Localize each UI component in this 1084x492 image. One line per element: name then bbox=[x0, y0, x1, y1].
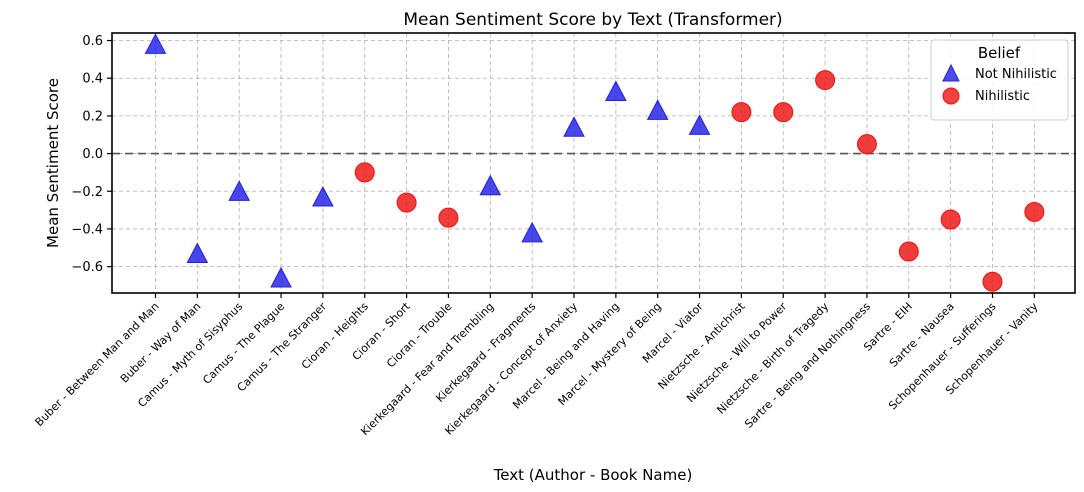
nihilistic-point bbox=[898, 241, 919, 262]
chart-title: Mean Sentiment Score by Text (Transforme… bbox=[403, 10, 782, 30]
not-nihilistic-point bbox=[563, 116, 585, 137]
y-tick-label: 0.2 bbox=[82, 109, 103, 124]
not-nihilistic-point bbox=[144, 33, 167, 54]
legend-label-not-nihilistic: Not Nihilistic bbox=[975, 67, 1057, 82]
not-nihilistic-point bbox=[270, 266, 292, 288]
nihilistic-point bbox=[773, 102, 794, 123]
y-tick-label: −0.4 bbox=[71, 222, 103, 237]
y-tick-label: −0.6 bbox=[71, 260, 103, 275]
y-axis: 0.6 0.4 0.2 0.0 −0.2 −0.4 −0.6 bbox=[71, 34, 112, 275]
nihilistic-point bbox=[856, 134, 877, 155]
y-tick-label: 0.0 bbox=[82, 147, 103, 162]
legend-title: Belief bbox=[978, 44, 1021, 62]
y-tick-label: −0.2 bbox=[71, 185, 103, 200]
not-nihilistic-point bbox=[479, 174, 502, 196]
data-points bbox=[144, 33, 1045, 292]
nihilistic-point bbox=[396, 192, 417, 213]
not-nihilistic-point bbox=[186, 242, 209, 264]
nihilistic-point bbox=[438, 207, 459, 228]
not-nihilistic-point bbox=[646, 99, 669, 120]
nihilistic-point bbox=[354, 162, 375, 183]
nihilistic-point bbox=[1024, 201, 1045, 222]
y-axis-label: Mean Sentiment Score bbox=[44, 78, 62, 248]
nihilistic-point bbox=[982, 271, 1003, 292]
y-tick-label: 0.6 bbox=[82, 34, 103, 49]
not-nihilistic-point bbox=[228, 180, 251, 201]
not-nihilistic-point bbox=[605, 80, 627, 102]
x-axis-label: Text (Author - Book Name) bbox=[493, 466, 693, 484]
nihilistic-point bbox=[940, 209, 961, 230]
x-tick-label: Camus - The Plague bbox=[200, 300, 287, 387]
legend-triangle-marker bbox=[942, 63, 960, 82]
not-nihilistic-point bbox=[312, 185, 334, 207]
y-tick-label: 0.4 bbox=[82, 72, 103, 87]
legend-circle-marker bbox=[942, 87, 960, 105]
x-tick-label: Buber - Way of Man bbox=[118, 300, 204, 386]
nihilistic-point bbox=[731, 102, 752, 123]
not-nihilistic-point bbox=[688, 114, 711, 135]
nihilistic-point bbox=[815, 70, 836, 91]
plot-frame bbox=[111, 32, 1076, 294]
legend-box bbox=[930, 39, 1069, 121]
legend-label-nihilistic: Nihilistic bbox=[975, 89, 1030, 104]
not-nihilistic-point bbox=[521, 221, 543, 243]
legend: Belief Not Nihilistic Nihilistic bbox=[930, 39, 1069, 121]
